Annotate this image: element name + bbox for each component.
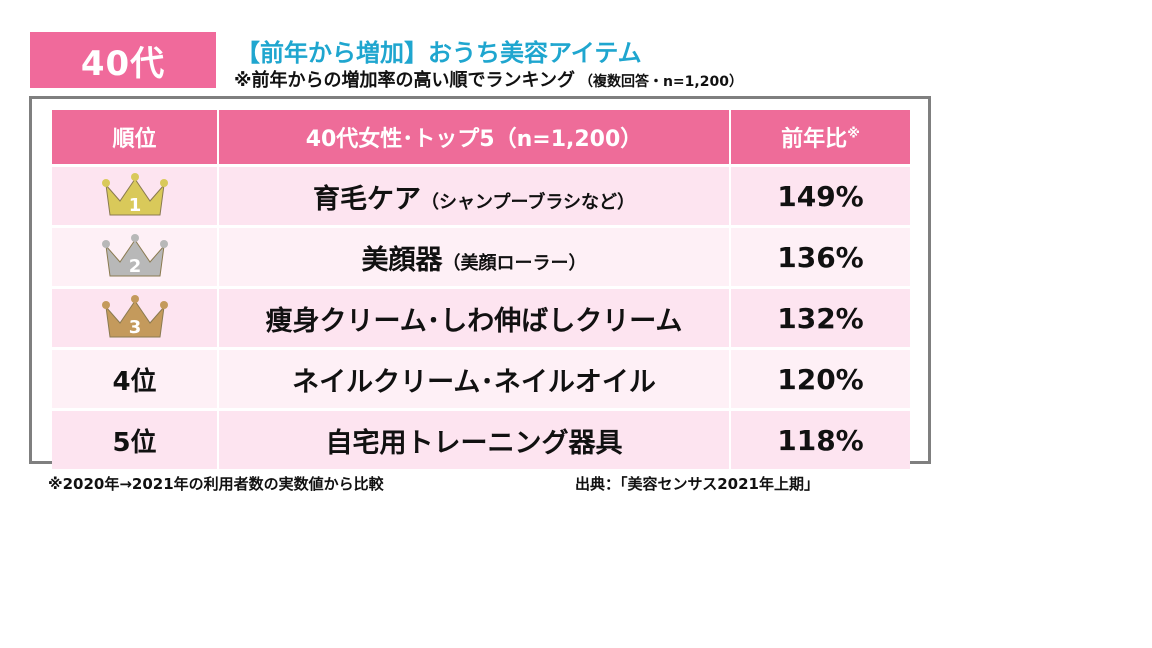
item-cell: ネイルクリーム･ネイルオイル: [218, 347, 731, 410]
item-note: （シャンプーブラシなど）: [420, 191, 636, 213]
table-header-row: 順位 40代女性･トップ5（n=1,200） 前年比※: [52, 110, 910, 166]
rank-cell: 1: [52, 164, 219, 227]
rank-label: 4位: [112, 366, 157, 397]
crown-rank-number: 3: [128, 317, 141, 338]
item-name: 自宅用トレーニング器具: [325, 427, 623, 459]
rank-cell: 3: [52, 286, 219, 349]
bronze-crown-icon: 3: [101, 295, 168, 338]
item-name: 痩身クリーム･しわ伸ばしクリーム: [265, 305, 683, 337]
item-name: 育毛ケア: [312, 183, 421, 215]
ranking-table: 順位 40代女性･トップ5（n=1,200） 前年比※ 1 育毛ケア（シャンプーブ…: [52, 110, 910, 469]
table-row: 1 育毛ケア（シャンプーブラシなど） 149%: [52, 164, 910, 227]
ratio-cell: 132%: [730, 286, 910, 349]
header-item: 40代女性･トップ5（n=1,200）: [218, 110, 731, 166]
gold-crown-icon: 1: [101, 173, 168, 216]
crown-rank-number: 2: [128, 256, 141, 277]
table-row: 3 痩身クリーム･しわ伸ばしクリーム 132%: [52, 286, 910, 349]
table-row: 2 美顔器（美顔ローラー） 136%: [52, 225, 910, 288]
item-name: ネイルクリーム･ネイルオイル: [292, 366, 656, 398]
ratio-cell: 120%: [730, 347, 910, 410]
item-cell: 育毛ケア（シャンプーブラシなど）: [218, 164, 731, 227]
item-name: 美顔器: [361, 244, 443, 276]
ratio-cell: 118%: [730, 408, 910, 469]
subtitle-main: ※前年からの増加率の高い順でランキング: [234, 70, 575, 91]
rank-cell: 2: [52, 225, 219, 288]
ratio-cell: 149%: [730, 164, 910, 227]
header-rank: 順位: [52, 110, 219, 166]
source-citation: 出典：「美容センサス2021年上期」: [575, 475, 819, 493]
item-cell: 痩身クリーム･しわ伸ばしクリーム: [218, 286, 731, 349]
header-ratio-mark: ※: [847, 126, 860, 142]
age-badge: 40代: [30, 32, 216, 88]
table-row: 5位 自宅用トレーニング器具 118%: [52, 408, 910, 469]
ratio-cell: 136%: [730, 225, 910, 288]
header-ratio-label: 前年比: [781, 127, 848, 152]
rank-cell: 5位: [52, 408, 219, 469]
item-cell: 美顔器（美顔ローラー）: [218, 225, 731, 288]
crown-rank-number: 1: [128, 195, 141, 216]
item-cell: 自宅用トレーニング器具: [218, 408, 731, 469]
page-title: 【前年から増加】おうち美容アイテム: [236, 39, 642, 67]
rank-label: 5位: [112, 427, 157, 458]
subtitle-sample-size: （複数回答・n=1,200）: [578, 74, 743, 90]
header-ratio: 前年比※: [730, 110, 910, 166]
item-note: （美顔ローラー）: [442, 252, 587, 274]
rank-cell: 4位: [52, 347, 219, 410]
subtitle: ※前年からの増加率の高い順でランキング （複数回答・n=1,200）: [234, 66, 743, 92]
silver-crown-icon: 2: [101, 234, 168, 277]
table-row: 4位 ネイルクリーム･ネイルオイル 120%: [52, 347, 910, 410]
footnote: ※2020年→2021年の利用者数の実数値から比較: [48, 475, 384, 493]
